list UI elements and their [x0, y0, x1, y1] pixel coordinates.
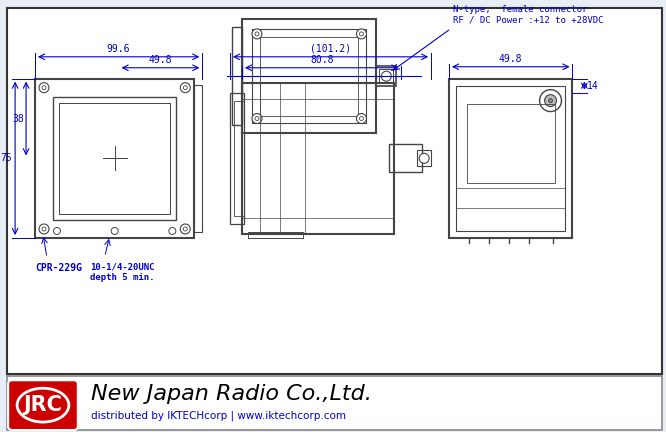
- Bar: [380, 69, 394, 83]
- Bar: [53, 97, 176, 220]
- Circle shape: [356, 29, 366, 39]
- Bar: [260, 37, 358, 115]
- Circle shape: [252, 114, 262, 124]
- Text: CPR-229G: CPR-229G: [35, 263, 82, 273]
- Circle shape: [180, 224, 190, 234]
- Circle shape: [111, 228, 118, 235]
- Circle shape: [539, 90, 561, 111]
- Text: New Japan Radio Co.,Ltd.: New Japan Radio Co.,Ltd.: [91, 384, 372, 404]
- Bar: [242, 19, 376, 133]
- Bar: [252, 29, 366, 124]
- Ellipse shape: [17, 388, 69, 422]
- FancyBboxPatch shape: [8, 380, 78, 430]
- Circle shape: [39, 224, 49, 234]
- Circle shape: [545, 95, 557, 107]
- Bar: [456, 86, 565, 231]
- Text: 80.8: 80.8: [310, 55, 334, 65]
- Text: 99.6: 99.6: [107, 44, 131, 54]
- Bar: [59, 102, 170, 214]
- Circle shape: [419, 153, 429, 163]
- Text: 49.8: 49.8: [149, 55, 172, 65]
- Bar: [417, 150, 431, 166]
- Bar: [7, 8, 662, 374]
- Text: 75: 75: [1, 153, 12, 163]
- Bar: [449, 79, 573, 238]
- Bar: [232, 27, 242, 125]
- Text: JRC: JRC: [23, 395, 63, 415]
- Bar: [7, 376, 662, 430]
- Bar: [35, 79, 194, 238]
- Bar: [248, 232, 303, 238]
- Text: 14: 14: [587, 81, 599, 91]
- Bar: [230, 92, 244, 224]
- Text: 10-1/4-20UNC
depth 5 min.: 10-1/4-20UNC depth 5 min.: [90, 263, 155, 282]
- Circle shape: [356, 114, 366, 124]
- Text: 38: 38: [13, 114, 24, 124]
- Circle shape: [39, 83, 49, 92]
- Circle shape: [53, 228, 61, 235]
- Circle shape: [382, 71, 392, 81]
- Bar: [390, 144, 422, 172]
- Bar: [242, 83, 394, 234]
- Circle shape: [180, 83, 190, 92]
- Circle shape: [252, 29, 262, 39]
- Circle shape: [549, 98, 553, 102]
- Bar: [194, 85, 202, 232]
- Bar: [376, 66, 396, 86]
- Text: N-type,  female connector
RF / DC Power :+12 to +28VDC: N-type, female connector RF / DC Power :…: [453, 5, 603, 25]
- Text: 49.8: 49.8: [499, 54, 523, 64]
- Circle shape: [169, 228, 176, 235]
- Bar: [467, 104, 555, 183]
- Bar: [234, 101, 244, 216]
- Text: (101.2): (101.2): [310, 44, 351, 54]
- Text: distributed by IKTECHcorp | www.iktechcorp.com: distributed by IKTECHcorp | www.iktechco…: [91, 411, 346, 421]
